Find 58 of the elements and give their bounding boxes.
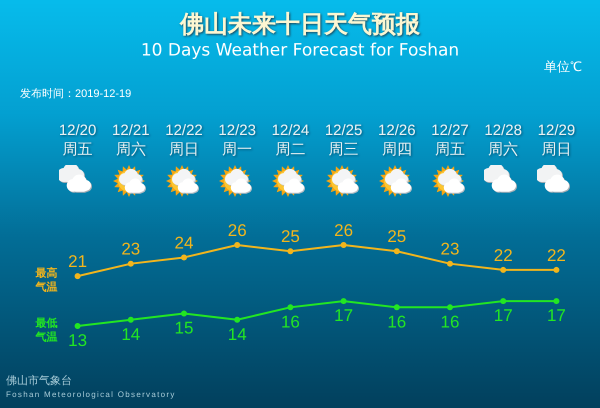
point [74, 323, 81, 329]
data-label: 17 [334, 306, 354, 326]
point [394, 304, 400, 310]
point [74, 273, 81, 280]
chart-title: 佛山未来十日天气预报 [179, 10, 421, 38]
x-tick-label: 12/27 周五 [431, 122, 469, 158]
data-label: 25 [387, 227, 406, 246]
point [447, 260, 453, 267]
x-tick-label: 12/26 周四 [378, 122, 416, 158]
data-label: 17 [546, 306, 566, 326]
data-label: 26 [228, 221, 247, 240]
x-tick-label: 12/23 周一 [218, 122, 256, 158]
point [500, 266, 506, 273]
data-label: 16 [387, 312, 406, 332]
point [553, 266, 560, 273]
point [181, 254, 187, 260]
point [287, 304, 294, 310]
point [234, 316, 240, 323]
data-label: 23 [121, 240, 140, 259]
text: Foshan Meteorological Observatory [6, 390, 176, 400]
data-label: 16 [280, 312, 300, 332]
x-tick-label: 12/24 周二 [272, 122, 310, 158]
data-label: 26 [334, 221, 354, 240]
text: 发布时间：2019-12-19 [20, 88, 132, 100]
data-label: 22 [494, 246, 513, 265]
data-label: 21 [68, 252, 88, 272]
text: 佛山市气象台 [6, 375, 72, 388]
chart-subtitle: 10 Days Weather Forecast for Foshan [140, 40, 460, 60]
data-label: 23 [440, 240, 460, 259]
point [394, 248, 400, 254]
x-tick-label: 12/29 周日 [538, 122, 576, 158]
data-label: 15 [174, 318, 194, 338]
data-label: 25 [280, 227, 300, 246]
x-tick-label: 12/21 周六 [112, 122, 150, 158]
x-tick-label: 12/28 周六 [484, 122, 522, 158]
point [181, 310, 187, 317]
series-label: 最低气温 [34, 316, 58, 344]
data-label: 16 [440, 312, 460, 332]
data-label: 17 [494, 306, 513, 326]
point [340, 298, 347, 304]
point [287, 248, 294, 254]
x-tick-label: 12/20 周五 [58, 122, 96, 158]
data-label: 24 [174, 233, 194, 252]
data-label: 14 [121, 324, 140, 344]
point [234, 242, 240, 248]
point [340, 242, 347, 248]
text: 单位℃ [544, 59, 582, 74]
point [447, 304, 453, 310]
x-tick-label: 12/25 周三 [324, 122, 362, 158]
point [128, 316, 134, 323]
point [128, 260, 134, 267]
data-label: 14 [228, 324, 247, 344]
series-label: 最高气温 [34, 266, 58, 294]
point [553, 298, 560, 304]
point [500, 298, 506, 304]
data-label: 22 [546, 246, 566, 265]
data-label: 13 [68, 331, 88, 350]
x-tick-label: 12/22 周日 [165, 122, 203, 158]
